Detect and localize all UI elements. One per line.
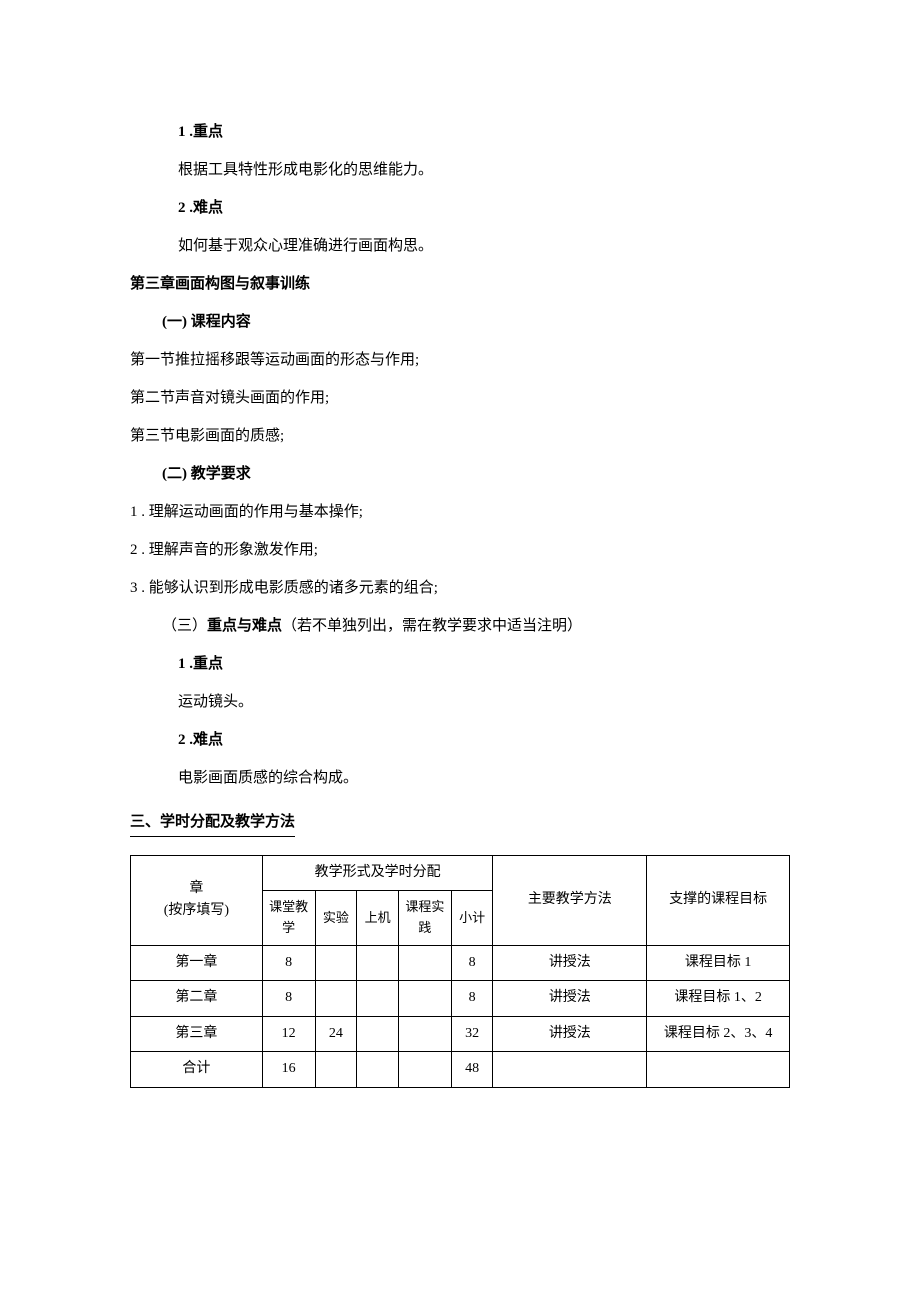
cell-c5: 48 xyxy=(451,1052,493,1087)
cell-c3 xyxy=(357,945,399,980)
hours-table: 章 (按序填写) 教学形式及学时分配 主要教学方法 支撑的课程目标 课堂教学 实… xyxy=(130,855,790,1088)
header-experiment: 实验 xyxy=(315,891,357,946)
sub3-point-1-text: 运动镜头。 xyxy=(130,690,790,714)
cell-c4 xyxy=(398,1016,451,1051)
cell-c5: 32 xyxy=(451,1016,493,1051)
subsection-2-item-3: 3 . 能够认识到形成电影质感的诸多元素的组合; xyxy=(130,576,790,600)
cell-chapter: 第三章 xyxy=(131,1016,263,1051)
subsection-2-item-2: 2 . 理解声音的形象激发作用; xyxy=(130,538,790,562)
header-chapter: 章 (按序填写) xyxy=(131,856,263,946)
header-practice: 课程实践 xyxy=(398,891,451,946)
subsection-2-item-1: 1 . 理解运动画面的作用与基本操作; xyxy=(130,500,790,524)
cell-goal: 课程目标 2、3、4 xyxy=(647,1016,790,1051)
cell-c3 xyxy=(357,981,399,1016)
cell-goal: 课程目标 1、2 xyxy=(647,981,790,1016)
cell-c1: 12 xyxy=(262,1016,315,1051)
point-heading-2: 2 .难点 xyxy=(130,196,790,220)
cell-goal xyxy=(647,1052,790,1087)
header-computer: 上机 xyxy=(357,891,399,946)
table-row: 合计 16 48 xyxy=(131,1052,790,1087)
cell-method: 讲授法 xyxy=(493,1016,647,1051)
cell-c3 xyxy=(357,1052,399,1087)
cell-c2 xyxy=(315,1052,357,1087)
table-header-row-1: 章 (按序填写) 教学形式及学时分配 主要教学方法 支撑的课程目标 xyxy=(131,856,790,891)
header-classroom: 课堂教学 xyxy=(262,891,315,946)
header-form: 教学形式及学时分配 xyxy=(262,856,493,891)
cell-c3 xyxy=(357,1016,399,1051)
point-text-2: 如何基于观众心理准确进行画面构思。 xyxy=(130,234,790,258)
cell-method: 讲授法 xyxy=(493,981,647,1016)
header-subtotal: 小计 xyxy=(451,891,493,946)
subsection-1-title: (一) 课程内容 xyxy=(130,310,790,334)
sub3-point-1-heading: 1 .重点 xyxy=(130,652,790,676)
subsection-3-rest: （若不单独列出，需在教学要求中适当注明） xyxy=(282,618,582,634)
subsection-1-item-1: 第一节推拉摇移跟等运动画面的形态与作用; xyxy=(130,348,790,372)
cell-c2: 24 xyxy=(315,1016,357,1051)
sub3-point-2-text: 电影画面质感的综合构成。 xyxy=(130,766,790,790)
cell-c1: 16 xyxy=(262,1052,315,1087)
header-chapter-l1: 章 xyxy=(135,878,258,900)
cell-c1: 8 xyxy=(262,981,315,1016)
point-heading-1: 1 .重点 xyxy=(130,120,790,144)
cell-c2 xyxy=(315,981,357,1016)
cell-chapter: 合计 xyxy=(131,1052,263,1087)
cell-chapter: 第二章 xyxy=(131,981,263,1016)
table-row: 第二章 8 8 讲授法 课程目标 1、2 xyxy=(131,981,790,1016)
cell-c1: 8 xyxy=(262,945,315,980)
table-row: 第一章 8 8 讲授法 课程目标 1 xyxy=(131,945,790,980)
cell-c4 xyxy=(398,981,451,1016)
point-text-1: 根据工具特性形成电影化的思维能力。 xyxy=(130,158,790,182)
header-method: 主要教学方法 xyxy=(493,856,647,946)
section-3-title: 三、学时分配及教学方法 xyxy=(130,810,295,837)
header-chapter-l2: (按序填写) xyxy=(135,900,258,922)
cell-method xyxy=(493,1052,647,1087)
cell-c5: 8 xyxy=(451,945,493,980)
cell-method: 讲授法 xyxy=(493,945,647,980)
table-row: 第三章 12 24 32 讲授法 课程目标 2、3、4 xyxy=(131,1016,790,1051)
subsection-2-title: (二) 教学要求 xyxy=(130,462,790,486)
cell-c5: 8 xyxy=(451,981,493,1016)
subsection-1-item-3: 第三节电影画面的质感; xyxy=(130,424,790,448)
cell-c2 xyxy=(315,945,357,980)
cell-goal: 课程目标 1 xyxy=(647,945,790,980)
subsection-3-bold: 重点与难点 xyxy=(207,618,282,634)
header-goal: 支撑的课程目标 xyxy=(647,856,790,946)
cell-c4 xyxy=(398,945,451,980)
subsection-3-title: （三）重点与难点（若不单独列出，需在教学要求中适当注明） xyxy=(130,614,790,638)
sub3-point-2-heading: 2 .难点 xyxy=(130,728,790,752)
cell-c4 xyxy=(398,1052,451,1087)
subsection-1-item-2: 第二节声音对镜头画面的作用; xyxy=(130,386,790,410)
cell-chapter: 第一章 xyxy=(131,945,263,980)
chapter-3-title: 第三章画面构图与叙事训练 xyxy=(130,272,790,296)
subsection-3-prefix: （三） xyxy=(162,618,207,634)
